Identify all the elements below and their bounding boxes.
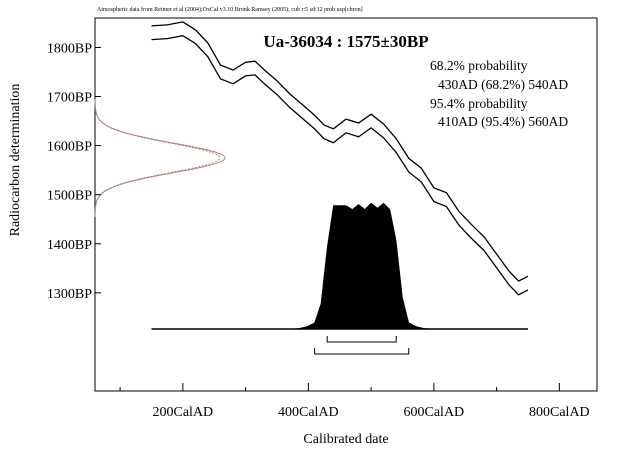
- calibration-curve-layer: [151, 21, 529, 296]
- x-tick-label: 600CalAD: [404, 405, 465, 420]
- range-legend-line: 95.4% probability: [430, 96, 528, 111]
- range-bracket-954: [314, 348, 410, 355]
- calibration-curve-upper: [151, 21, 529, 282]
- header-note: Atmospheric data from Reimer et al (2004…: [97, 6, 363, 13]
- posterior-distribution-layer: [151, 202, 528, 330]
- probability-ranges-layer: [314, 336, 410, 355]
- y-tick-label: 1600BP: [47, 140, 92, 155]
- calibration-curve-lower: [151, 35, 529, 296]
- y-tick-label: 1800BP: [47, 41, 92, 56]
- range-legend-line: 430AD (68.2%) 540AD: [438, 77, 568, 92]
- y-axis-label: Radiocarbon determination: [8, 84, 23, 237]
- plot-frame: [94, 17, 598, 392]
- x-tick-label: 400CalAD: [278, 405, 339, 420]
- range-bracket-682: [326, 336, 397, 343]
- y-axis: 1800BP 1700BP 1600BP 1500BP 1400BP 1300BP: [47, 41, 101, 302]
- x-axis-label: Calibrated date: [303, 432, 388, 447]
- x-axis: 200CalAD 400CalAD 600CalAD 800CalAD: [119, 383, 590, 420]
- posterior-distribution: [289, 202, 434, 330]
- x-tick-label: 800CalAD: [529, 405, 590, 420]
- range-legend-line: 68.2% probability: [430, 58, 528, 73]
- measurement-distribution-layer: [94, 98, 226, 217]
- x-tick-label: 200CalAD: [153, 405, 214, 420]
- measurement-gaussian-inner: [94, 98, 221, 217]
- range-legend-line: 410AD (95.4%) 560AD: [438, 114, 568, 129]
- y-tick-label: 1700BP: [47, 91, 92, 106]
- y-tick-label: 1500BP: [47, 189, 92, 204]
- range-legend: 68.2% probability 430AD (68.2%) 540AD 95.4…: [430, 58, 568, 129]
- chart-title: Ua-36034 : 1575±30BP: [263, 32, 428, 51]
- y-tick-label: 1300BP: [47, 287, 92, 302]
- y-tick-label: 1400BP: [47, 238, 92, 253]
- measurement-gaussian-outer: [94, 98, 226, 217]
